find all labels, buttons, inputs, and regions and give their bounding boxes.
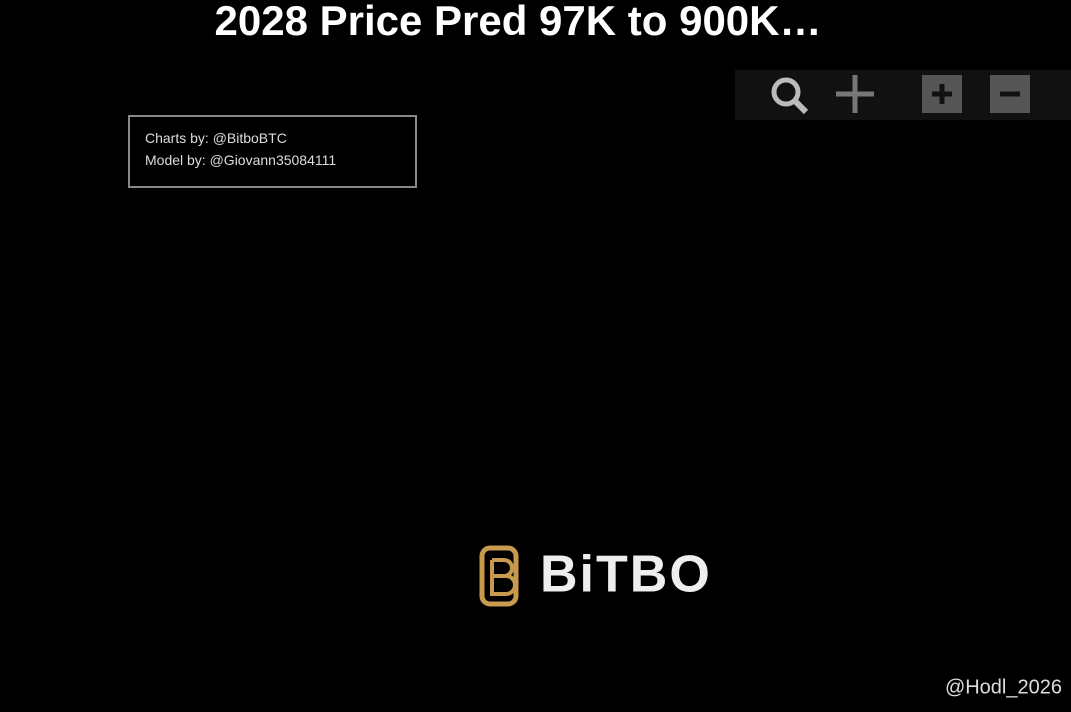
zoom-button[interactable]	[771, 77, 809, 115]
chart-title: 2028 Price Pred 97K to 900K…	[215, 0, 822, 44]
zoom-in-button[interactable]	[922, 75, 962, 113]
handle: @Hodl_2026	[945, 676, 1062, 698]
credits-box	[128, 115, 417, 188]
credit-text: Charts by: @BitboBTC	[145, 130, 287, 146]
watermark: BiTBO	[540, 546, 712, 604]
watermark-logo	[479, 545, 519, 607]
zoom-out-button[interactable]	[990, 75, 1030, 113]
credit-text: Model by: @Giovann35084111	[145, 152, 336, 168]
toolbar	[735, 70, 1071, 120]
pan-button[interactable]	[836, 75, 874, 113]
